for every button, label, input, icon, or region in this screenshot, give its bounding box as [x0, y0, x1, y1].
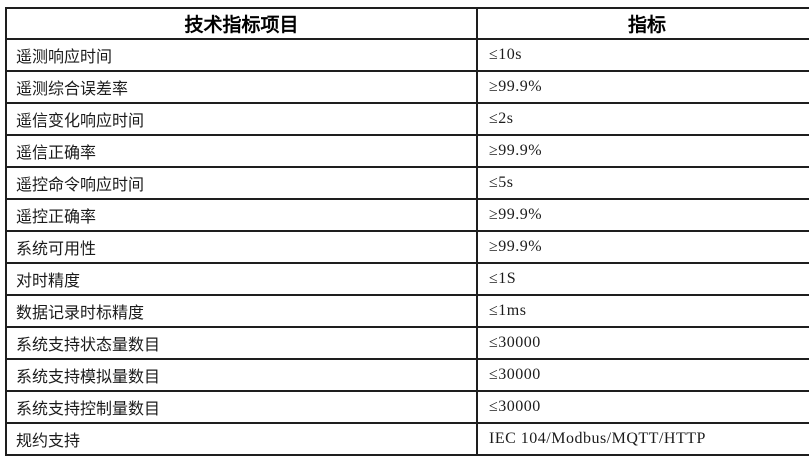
- table-row: 遥测综合误差率 ≥99.9%: [5, 70, 809, 104]
- value-cell: ≤30000: [476, 358, 809, 392]
- value-cell: ≥99.9%: [476, 230, 809, 264]
- value-cell: ≤1S: [476, 262, 809, 296]
- item-cell: 规约支持: [5, 422, 478, 456]
- value-cell: ≥99.9%: [476, 198, 809, 232]
- item-cell: 系统支持状态量数目: [5, 326, 478, 360]
- value-cell: ≤5s: [476, 166, 809, 200]
- table-row: 系统支持模拟量数目 ≤30000: [5, 358, 809, 392]
- header-cell-value: 指标: [476, 7, 809, 40]
- table-row: 对时精度 ≤1S: [5, 262, 809, 296]
- item-cell: 系统支持模拟量数目: [5, 358, 478, 392]
- item-cell: 遥测综合误差率: [5, 70, 478, 104]
- value-cell: ≤1ms: [476, 294, 809, 328]
- value-cell: ≤30000: [476, 390, 809, 424]
- table-row: 遥控命令响应时间 ≤5s: [5, 166, 809, 200]
- table-row: 系统可用性 ≥99.9%: [5, 230, 809, 264]
- table-row: 数据记录时标精度 ≤1ms: [5, 294, 809, 328]
- item-cell: 遥信正确率: [5, 134, 478, 168]
- table-row: 系统支持控制量数目 ≤30000: [5, 390, 809, 424]
- value-cell: IEC 104/Modbus/MQTT/HTTP: [476, 422, 809, 456]
- header-row: 技术指标项目 指标: [5, 7, 809, 40]
- table-row: 遥测响应时间 ≤10s: [5, 38, 809, 72]
- item-cell: 遥控正确率: [5, 198, 478, 232]
- item-cell: 遥信变化响应时间: [5, 102, 478, 136]
- table-row: 系统支持状态量数目 ≤30000: [5, 326, 809, 360]
- item-cell: 遥控命令响应时间: [5, 166, 478, 200]
- technical-spec-table: 技术指标项目 指标 遥测响应时间 ≤10s 遥测综合误差率 ≥99.9% 遥信变化响应时…: [5, 7, 809, 456]
- item-cell: 对时精度: [5, 262, 478, 296]
- item-cell: 系统支持控制量数目: [5, 390, 478, 424]
- table-body: 遥测响应时间 ≤10s 遥测综合误差率 ≥99.9% 遥信变化响应时间 ≤2s 遥信正确率 ≥…: [5, 38, 809, 456]
- table-row: 遥信正确率 ≥99.9%: [5, 134, 809, 168]
- value-cell: ≤2s: [476, 102, 809, 136]
- value-cell: ≥99.9%: [476, 134, 809, 168]
- value-cell: ≤10s: [476, 38, 809, 72]
- table-row: 遥信变化响应时间 ≤2s: [5, 102, 809, 136]
- table-row: 规约支持 IEC 104/Modbus/MQTT/HTTP: [5, 422, 809, 456]
- header-cell-item: 技术指标项目: [5, 7, 478, 40]
- table-header: 技术指标项目 指标: [5, 7, 809, 40]
- value-cell: ≤30000: [476, 326, 809, 360]
- item-cell: 系统可用性: [5, 230, 478, 264]
- value-cell: ≥99.9%: [476, 70, 809, 104]
- table-row: 遥控正确率 ≥99.9%: [5, 198, 809, 232]
- item-cell: 数据记录时标精度: [5, 294, 478, 328]
- item-cell: 遥测响应时间: [5, 38, 478, 72]
